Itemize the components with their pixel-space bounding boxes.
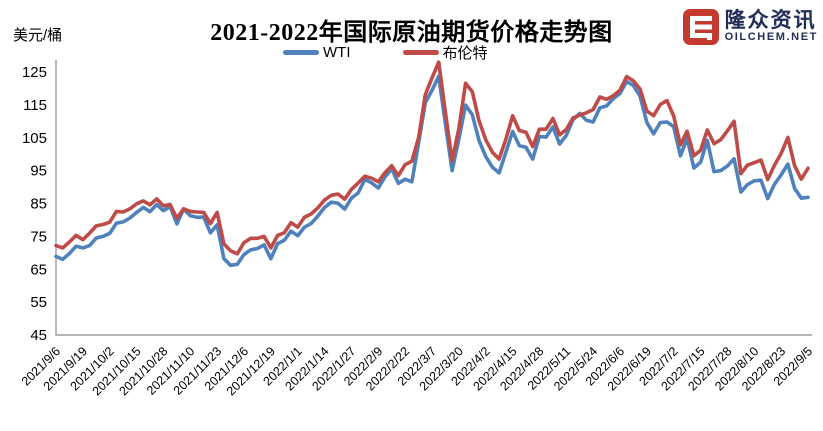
wti-line-swatch [283,50,319,55]
y-tick-label: 105 [22,130,47,147]
legend-label-brent: 布伦特 [442,45,488,62]
chart-legend: WTI 布伦特 [283,42,488,63]
brand-domain: OILCHEM.NET [724,31,818,44]
y-tick-label: 75 [30,228,47,245]
y-tick-label: 45 [30,327,47,344]
legend-label-wti: WTI [323,44,351,61]
y-tick-label: 85 [30,196,47,213]
oilchem-e-icon [682,9,719,45]
y-axis-unit-label: 美元/桶 [13,27,63,44]
legend-item-brent: 布伦特 [402,42,488,63]
brand-name: 隆众资讯 [724,9,817,33]
legend-item-wti: WTI [283,44,351,61]
axes [55,60,812,336]
y-tick-label: 65 [30,261,47,278]
y-tick-label: 95 [30,163,47,180]
y-tick-label: 125 [22,64,47,81]
brent-line-swatch [402,50,439,55]
chart-title: 2021-2022年国际原油期货价格走势图 [210,20,613,46]
series-line-brent [54,60,810,256]
y-tick-label: 115 [23,97,47,114]
series-line-wti [54,74,810,268]
oilchem-logo: 隆众资讯 OILCHEM.NET [682,8,818,46]
y-tick-label: 55 [30,294,47,311]
